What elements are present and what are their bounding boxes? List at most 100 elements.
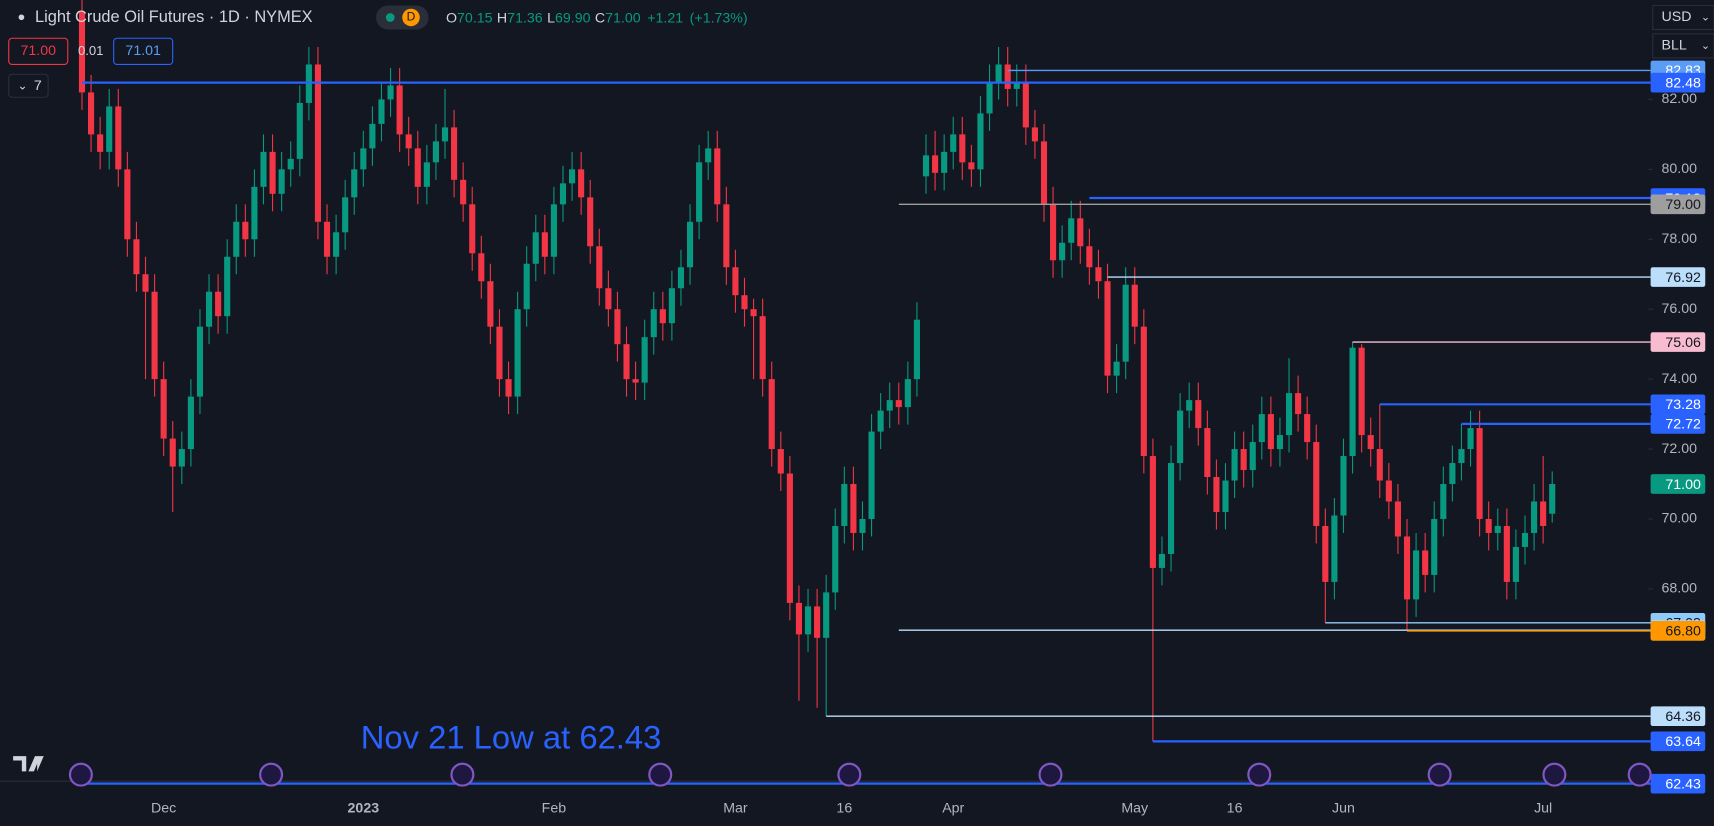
candle-body — [1531, 501, 1538, 533]
candle-body — [1186, 400, 1193, 411]
candle-body — [1304, 414, 1311, 443]
candle-body — [260, 151, 267, 187]
event-icon[interactable] — [648, 762, 673, 787]
currency: USD — [1662, 9, 1692, 25]
ohlc-close-key: C — [595, 10, 605, 26]
event-icon[interactable] — [1427, 762, 1452, 787]
candle-body — [1376, 449, 1383, 481]
candle-body — [478, 253, 485, 282]
candle-body — [432, 141, 439, 163]
indicator-count: 7 — [34, 78, 42, 94]
candle-body — [723, 204, 730, 268]
candle-body — [913, 319, 920, 380]
buy-price: 71.01 — [125, 43, 161, 59]
candle-body — [950, 134, 957, 152]
y-tick-label: 80.00 — [1662, 161, 1698, 177]
candle-body — [333, 232, 340, 257]
candle-body — [451, 127, 458, 180]
buy-button[interactable] — [113, 37, 174, 66]
unit-button[interactable] — [1652, 33, 1714, 59]
event-icon[interactable] — [450, 762, 475, 787]
candle-body — [1195, 400, 1202, 429]
candle-body — [1149, 456, 1156, 568]
y-tick-label: 76.00 — [1662, 301, 1698, 317]
x-tick-label: May — [1121, 800, 1149, 816]
candle-body — [169, 438, 176, 467]
candle-body — [587, 197, 594, 247]
ohlc-low: 69.90 — [555, 10, 591, 26]
candle-body — [841, 484, 848, 526]
x-tick-label: Apr — [942, 800, 964, 816]
candle-body — [1485, 518, 1492, 533]
candle-body — [487, 281, 494, 327]
candle-body — [795, 602, 803, 635]
candle-body — [1022, 81, 1029, 128]
candle-body — [1213, 477, 1220, 512]
candle-body — [759, 316, 766, 380]
level-label-bg — [1650, 731, 1706, 752]
candle-body — [387, 85, 394, 100]
candle-body — [278, 169, 285, 194]
event-icon[interactable] — [1038, 762, 1063, 787]
ohlc-change: +1.21 — [647, 10, 683, 26]
y-tick-label: 82.00 — [1662, 91, 1698, 107]
event-icon[interactable] — [1542, 762, 1567, 787]
candle-body — [632, 379, 639, 383]
candle-body — [1258, 414, 1265, 443]
candle-body — [1086, 246, 1093, 268]
candle-body — [859, 518, 866, 533]
candle-body — [705, 148, 712, 163]
candle-body — [1077, 218, 1084, 247]
candle-body — [1358, 347, 1365, 436]
candle-body — [1494, 525, 1501, 533]
candle-body — [360, 148, 367, 170]
candle-body — [1394, 501, 1401, 537]
chevron: ⌄ — [17, 78, 27, 92]
candle-body — [1431, 518, 1438, 575]
candle-body — [786, 473, 793, 603]
candle-body — [378, 99, 385, 124]
candle-body — [405, 134, 412, 149]
candle-body — [1059, 242, 1066, 261]
candle-body — [1113, 361, 1120, 376]
candle-body — [941, 151, 948, 173]
candle-body — [323, 221, 331, 257]
level-label: 71.00 — [1665, 477, 1701, 493]
sell-button[interactable] — [8, 37, 69, 66]
event-icon[interactable] — [1247, 762, 1272, 787]
candle-body — [124, 169, 131, 240]
event-icon[interactable] — [68, 762, 93, 787]
logo — [13, 756, 44, 772]
event-icon[interactable] — [837, 762, 862, 787]
x-tick-label: 16 — [836, 800, 852, 816]
indicator-toggle[interactable] — [8, 73, 49, 98]
candle-body — [886, 400, 893, 411]
level-label: 72.72 — [1665, 417, 1701, 433]
event-icon[interactable] — [1627, 762, 1652, 787]
candle-body — [768, 379, 775, 450]
x-tick-label: 16 — [1227, 800, 1243, 816]
sell-price: 71.00 — [20, 43, 56, 59]
candle-body — [496, 326, 503, 380]
symbol-title: Light Crude Oil Futures · 1D · NYMEX — [35, 8, 313, 26]
candle-body — [714, 148, 721, 205]
event-icon[interactable] — [259, 762, 284, 787]
candle-body — [750, 309, 757, 317]
candle-body — [668, 288, 675, 324]
candle-body — [559, 183, 567, 205]
candle-body — [823, 592, 830, 638]
candle-body — [1031, 127, 1038, 142]
ohlc-close: 71.00 — [605, 10, 641, 26]
candle-body — [904, 379, 911, 408]
ohlc-legend: O70.15 H71.36 L69.90 C71.00 +1.21 (+1.73%) — [446, 10, 748, 26]
candle-body — [87, 92, 95, 135]
candle-body — [1458, 449, 1465, 464]
candle-body — [423, 162, 430, 187]
candle-body — [1512, 546, 1519, 582]
annotation: Nov 21 Low at 62.43 — [361, 718, 662, 755]
currency-button[interactable] — [1652, 4, 1714, 31]
candle-body — [414, 148, 421, 187]
candle-body — [523, 263, 530, 310]
